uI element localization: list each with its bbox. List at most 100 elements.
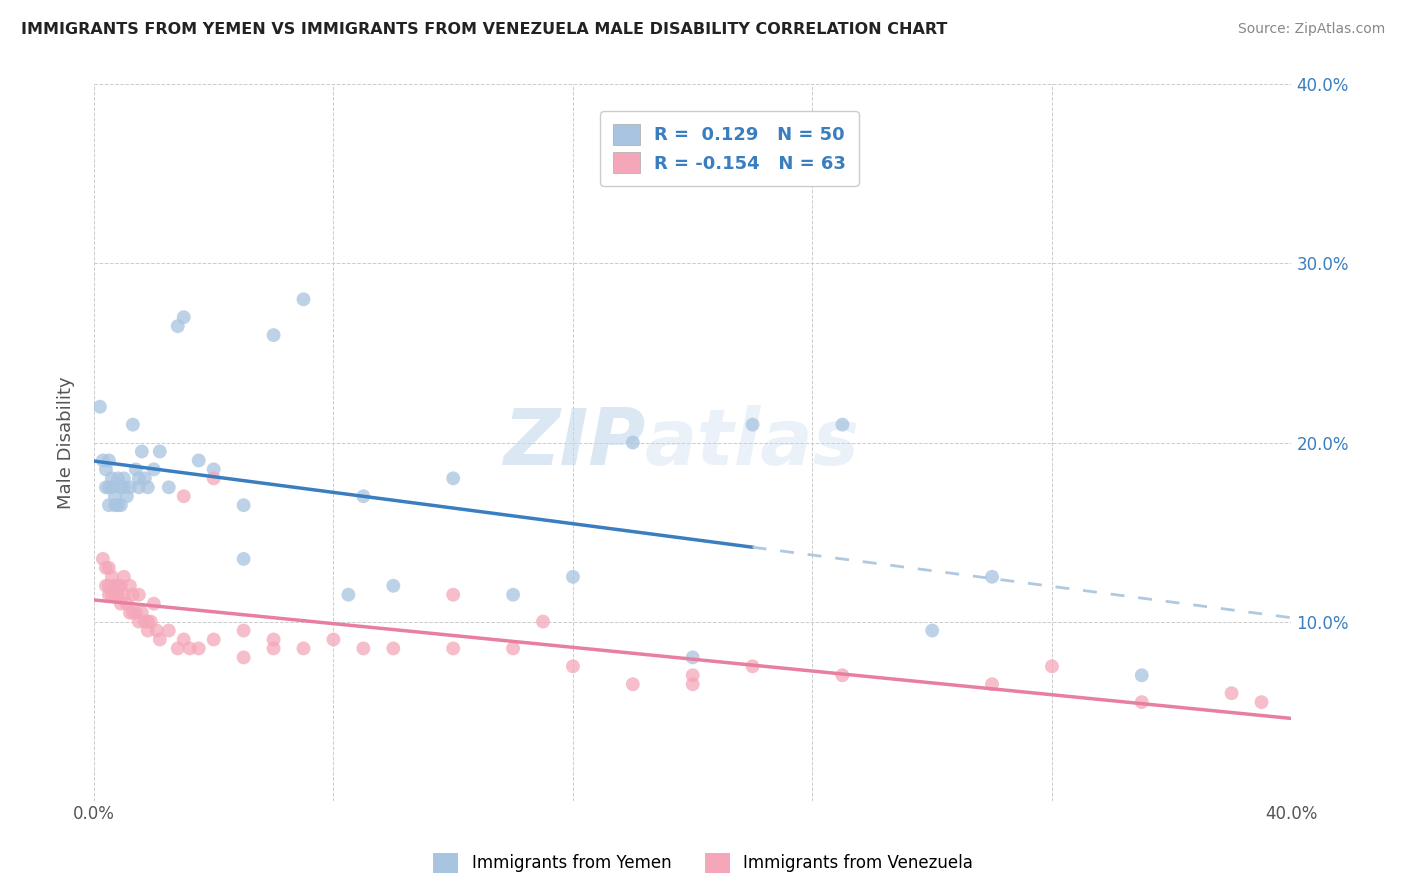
Point [94, 579, 117, 593]
Point [232, 552, 254, 566]
Point [263, 632, 285, 647]
Point [97, 453, 120, 467]
Point [110, 480, 132, 494]
Point [104, 579, 127, 593]
Point [110, 597, 132, 611]
Point [561, 659, 583, 673]
Point [101, 480, 124, 494]
Point [131, 606, 153, 620]
Point [112, 570, 135, 584]
Point [142, 462, 165, 476]
Point [104, 489, 127, 503]
Legend: Immigrants from Yemen, Immigrants from Venezuela: Immigrants from Yemen, Immigrants from V… [426, 847, 980, 880]
Point [97, 480, 120, 494]
Point [531, 615, 554, 629]
Point [232, 650, 254, 665]
Point [187, 453, 209, 467]
Point [97, 561, 120, 575]
Point [502, 588, 524, 602]
Point [91, 552, 114, 566]
Point [621, 435, 644, 450]
Point [1130, 695, 1153, 709]
Point [157, 624, 180, 638]
Point [115, 489, 138, 503]
Point [97, 588, 120, 602]
Point [101, 588, 124, 602]
Point [1250, 695, 1272, 709]
Point [91, 453, 114, 467]
Point [682, 650, 704, 665]
Point [118, 579, 141, 593]
Point [682, 668, 704, 682]
Text: ZIP: ZIP [502, 405, 645, 481]
Point [981, 677, 1004, 691]
Y-axis label: Male Disability: Male Disability [58, 376, 75, 508]
Point [128, 588, 150, 602]
Point [149, 632, 172, 647]
Point [128, 480, 150, 494]
Point [166, 641, 188, 656]
Point [112, 471, 135, 485]
Point [136, 480, 159, 494]
Point [118, 480, 141, 494]
Point [125, 606, 148, 620]
Point [125, 462, 148, 476]
Point [166, 319, 188, 334]
Point [149, 444, 172, 458]
Point [110, 579, 132, 593]
Point [107, 579, 129, 593]
Point [173, 310, 195, 325]
Point [202, 471, 225, 485]
Point [107, 498, 129, 512]
Point [202, 632, 225, 647]
Point [831, 417, 853, 432]
Point [107, 471, 129, 485]
Point [202, 462, 225, 476]
Point [121, 588, 143, 602]
Point [121, 606, 143, 620]
Point [292, 293, 315, 307]
Point [107, 588, 129, 602]
Point [1040, 659, 1063, 673]
Point [101, 570, 124, 584]
Point [139, 615, 162, 629]
Point [1130, 668, 1153, 682]
Point [682, 677, 704, 691]
Point [136, 615, 159, 629]
Point [142, 597, 165, 611]
Point [831, 668, 853, 682]
Point [232, 498, 254, 512]
Point [94, 561, 117, 575]
Text: atlas: atlas [645, 405, 860, 481]
Point [157, 480, 180, 494]
Point [97, 579, 120, 593]
Point [115, 597, 138, 611]
Point [128, 615, 150, 629]
Point [263, 641, 285, 656]
Point [741, 659, 763, 673]
Point [981, 570, 1004, 584]
Point [173, 632, 195, 647]
Text: Source: ZipAtlas.com: Source: ZipAtlas.com [1237, 22, 1385, 37]
Point [179, 641, 201, 656]
Point [621, 677, 644, 691]
Point [561, 570, 583, 584]
Point [118, 606, 141, 620]
Point [441, 641, 464, 656]
Point [441, 471, 464, 485]
Point [131, 444, 153, 458]
Legend: R =  0.129   N = 50, R = -0.154   N = 63: R = 0.129 N = 50, R = -0.154 N = 63 [600, 112, 859, 186]
Point [101, 471, 124, 485]
Point [146, 624, 169, 638]
Point [89, 400, 111, 414]
Point [128, 471, 150, 485]
Point [187, 641, 209, 656]
Point [134, 615, 156, 629]
Point [94, 480, 117, 494]
Point [1220, 686, 1243, 700]
Point [112, 480, 135, 494]
Point [104, 588, 127, 602]
Point [104, 498, 127, 512]
Point [94, 462, 117, 476]
Point [112, 588, 135, 602]
